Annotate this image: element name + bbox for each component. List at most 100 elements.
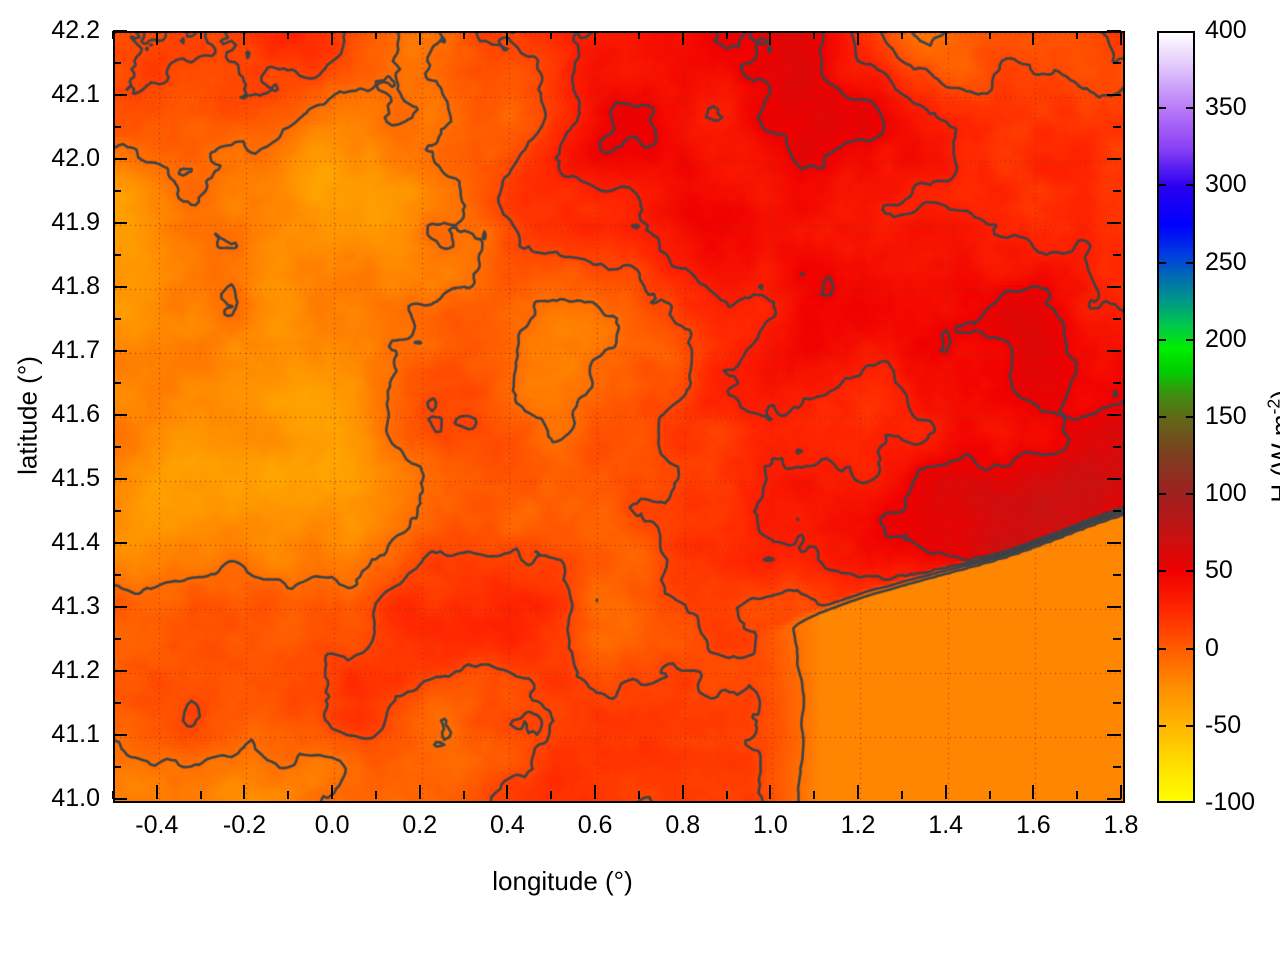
x-axis-tick-minor xyxy=(112,791,114,799)
x-axis-tick-label: 0.8 xyxy=(665,811,701,839)
y-axis-tick-major xyxy=(113,350,127,352)
x-axis-tick-label: 0.6 xyxy=(577,811,613,839)
x-axis-tick-minor xyxy=(1076,791,1078,799)
x-axis-tick-minor-top xyxy=(1076,31,1078,39)
x-axis-tick-label: -0.2 xyxy=(222,811,267,839)
x-axis-tick-major xyxy=(506,785,508,799)
y-axis-tick-minor xyxy=(113,766,121,768)
x-axis-tick-major xyxy=(682,785,684,799)
colorbar-tick-label: 50 xyxy=(1205,556,1233,585)
colorbar-tick xyxy=(1157,184,1166,186)
x-axis-tick-major-top xyxy=(1032,31,1034,45)
y-axis-tick-major-right xyxy=(1107,414,1121,416)
colorbar-tick xyxy=(1186,648,1195,650)
y-axis-tick-major xyxy=(113,606,127,608)
y-axis-tick-major xyxy=(113,158,127,160)
x-axis-tick-minor xyxy=(989,791,991,799)
y-axis-tick-label: 41.5 xyxy=(51,464,100,492)
y-axis-tick-minor-right xyxy=(1113,766,1121,768)
colorbar-tick xyxy=(1157,570,1166,572)
x-axis-tick-label: 0.0 xyxy=(314,811,350,839)
x-axis-tick-major-top xyxy=(156,31,158,45)
x-axis-tick-minor-top xyxy=(638,31,640,39)
colorbar-tick xyxy=(1186,570,1195,572)
x-axis-tick-label: 1.4 xyxy=(928,811,964,839)
y-axis-tick-minor xyxy=(113,382,121,384)
x-axis-tick-minor-top xyxy=(813,31,815,39)
x-axis-tick-major-top xyxy=(682,31,684,45)
y-axis-tick-major-right xyxy=(1107,606,1121,608)
y-axis-tick-minor xyxy=(113,318,121,320)
y-axis-tick-minor xyxy=(113,446,121,448)
y-axis-tick-major-right xyxy=(1107,30,1121,32)
x-axis-tick-major xyxy=(243,785,245,799)
y-axis-tick-major xyxy=(113,478,127,480)
y-axis-tick-label: 41.0 xyxy=(51,784,100,812)
x-axis-tick-major-top xyxy=(331,31,333,45)
y-axis-tick-minor xyxy=(113,126,121,128)
y-axis-tick-minor xyxy=(113,254,121,256)
y-axis-tick-minor-right xyxy=(1113,702,1121,704)
y-axis-tick-major xyxy=(113,542,127,544)
x-axis-tick-minor-top xyxy=(287,31,289,39)
x-axis-tick-label: 0.2 xyxy=(402,811,438,839)
colorbar-tick-label: 150 xyxy=(1205,402,1247,430)
x-axis-tick-minor xyxy=(901,791,903,799)
x-axis-tick-minor xyxy=(463,791,465,799)
y-axis-tick-minor-right xyxy=(1113,446,1121,448)
x-axis-tick-major-top xyxy=(419,31,421,45)
y-axis-tick-label: 41.6 xyxy=(51,400,100,428)
y-axis-tick-minor xyxy=(113,574,121,576)
x-axis-tick-minor-top xyxy=(200,31,202,39)
x-axis-tick-label: 1.2 xyxy=(840,811,876,839)
y-axis-tick-minor-right xyxy=(1113,190,1121,192)
y-axis-tick-minor-right xyxy=(1113,638,1121,640)
x-axis-tick-minor xyxy=(200,791,202,799)
colorbar-tick xyxy=(1157,648,1166,650)
x-axis-tick-minor-top xyxy=(550,31,552,39)
x-axis-tick-minor xyxy=(287,791,289,799)
x-axis-tick-minor-top xyxy=(112,31,114,39)
colorbar-tick xyxy=(1186,107,1195,109)
y-axis-tick-label: 42.2 xyxy=(51,16,100,44)
x-axis-tick-minor-top xyxy=(726,31,728,39)
y-axis-tick-minor-right xyxy=(1113,574,1121,576)
x-axis-tick-major-top xyxy=(243,31,245,45)
colorbar-tick-label: 0 xyxy=(1205,633,1219,662)
x-axis-tick-major xyxy=(769,785,771,799)
colorbar-title: H (W m-2) xyxy=(1264,296,1280,596)
y-axis-title: latitude (°) xyxy=(12,356,43,475)
y-axis-tick-label: 41.7 xyxy=(51,336,100,364)
x-axis-tick-major-top xyxy=(857,31,859,45)
y-axis-tick-minor-right xyxy=(1113,318,1121,320)
x-axis-tick-minor-top xyxy=(375,31,377,39)
y-axis-tick-major xyxy=(113,286,127,288)
y-axis-tick-major xyxy=(113,222,127,224)
x-axis-tick-label: 0.4 xyxy=(490,811,525,839)
y-axis-tick-minor xyxy=(113,702,121,704)
y-axis-tick-minor-right xyxy=(1113,382,1121,384)
y-axis-tick-label: 42.0 xyxy=(51,144,100,172)
y-axis-tick-label: 41.9 xyxy=(51,208,100,236)
x-axis-tick-major xyxy=(1120,785,1122,799)
y-axis-tick-major-right xyxy=(1107,798,1121,800)
colorbar-tick xyxy=(1186,725,1195,727)
colorbar-tick xyxy=(1157,493,1166,495)
colorbar-title-main: H (W m xyxy=(1265,414,1280,502)
y-axis-tick-major xyxy=(113,798,127,800)
y-axis-tick-label: 41.3 xyxy=(51,592,100,620)
colorbar-tick-label: 200 xyxy=(1205,324,1247,353)
y-axis-tick-major xyxy=(113,670,127,672)
colorbar-tick-label: 100 xyxy=(1205,479,1247,508)
y-axis-tick-minor-right xyxy=(1113,254,1121,256)
x-axis-tick-label: 1.8 xyxy=(1103,811,1139,839)
x-axis-tick-major xyxy=(331,785,333,799)
colorbar-tick xyxy=(1157,262,1166,264)
x-axis-tick-minor xyxy=(726,791,728,799)
y-axis-tick-minor-right xyxy=(1113,126,1121,128)
colorbar-tick xyxy=(1157,339,1166,341)
x-axis-tick-major-top xyxy=(945,31,947,45)
x-axis-tick-minor-top xyxy=(901,31,903,39)
colorbar-tick xyxy=(1157,107,1166,109)
